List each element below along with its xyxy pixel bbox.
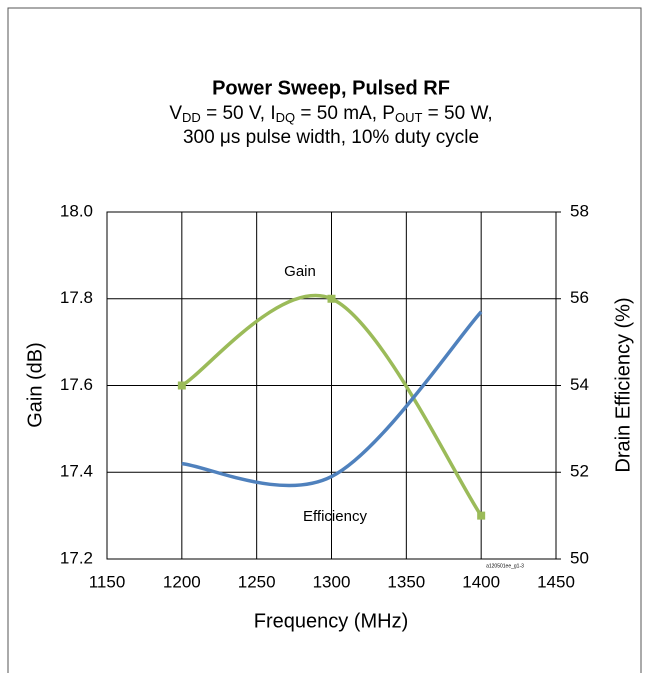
annotation: Gain bbox=[284, 263, 316, 280]
marker bbox=[177, 381, 186, 390]
y2-tick-label: 58 bbox=[570, 201, 589, 220]
y-tick-label: 17.2 bbox=[60, 548, 93, 567]
y-tick-label: 17.8 bbox=[60, 288, 93, 307]
y2-tick-label: 52 bbox=[570, 462, 589, 481]
subscript: DD bbox=[182, 110, 201, 125]
y-tick-label: 18.0 bbox=[60, 201, 93, 220]
subtitle-text: = 50 mA, P bbox=[295, 103, 395, 124]
subtitle: VDD = 50 V, IDQ = 50 mA, POUT = 50 W,300… bbox=[169, 103, 492, 148]
y-axis-label: Gain (dB) bbox=[24, 342, 46, 428]
y2-axis-label: Drain Efficiency (%) bbox=[612, 297, 634, 472]
marker bbox=[477, 511, 486, 520]
annotation: Efficiency bbox=[303, 508, 367, 525]
plot-border bbox=[106, 211, 557, 560]
marker bbox=[327, 294, 336, 303]
y-tick-label: 17.4 bbox=[60, 462, 93, 481]
subtitle-line: 300 μs pulse width, 10% duty cycle bbox=[183, 127, 479, 148]
x-tick-label: 1150 bbox=[89, 572, 126, 591]
subtitle-line: VDD = 50 V, IDQ = 50 mA, POUT = 50 W, bbox=[169, 103, 492, 125]
subscript: DQ bbox=[276, 110, 296, 125]
subscript: OUT bbox=[395, 110, 423, 125]
x-tick-label: 1200 bbox=[163, 572, 201, 591]
x-tick-label: 1350 bbox=[387, 572, 425, 591]
x-axis-label: Frequency (MHz) bbox=[254, 610, 408, 632]
annotation: a120501ee_g1-3 bbox=[486, 563, 524, 569]
y2-tick-label: 56 bbox=[570, 288, 589, 307]
x-tick-label: 1250 bbox=[238, 572, 276, 591]
subtitle-text: = 50 V, I bbox=[201, 103, 276, 124]
subtitle-text: 300 μs pulse width, 10% duty cycle bbox=[183, 127, 479, 148]
frame bbox=[7, 7, 642, 673]
series-line bbox=[181, 310, 483, 488]
y2-tick-label: 50 bbox=[570, 548, 589, 567]
y2-tick-label: 54 bbox=[570, 375, 589, 394]
x-tick-label: 1400 bbox=[462, 572, 500, 591]
subtitle-text: = 50 W, bbox=[422, 103, 492, 124]
subtitle-text: V bbox=[169, 103, 182, 124]
x-tick-label: 1450 bbox=[537, 572, 575, 591]
x-tick-label: 1300 bbox=[313, 572, 351, 591]
y-tick-label: 17.6 bbox=[60, 375, 93, 394]
chart-title: Power Sweep, Pulsed RF bbox=[212, 77, 450, 99]
